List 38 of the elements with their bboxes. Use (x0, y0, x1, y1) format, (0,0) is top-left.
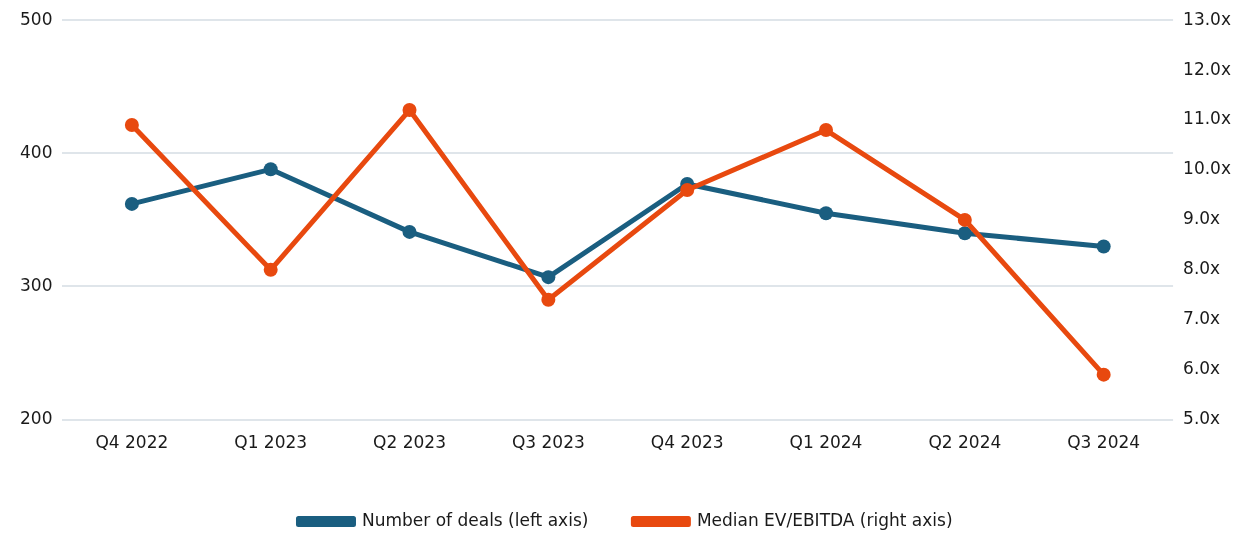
point (819, 206, 834, 221)
point (541, 292, 556, 307)
point (541, 270, 556, 285)
point (819, 123, 834, 138)
y2-tick-label: 5.0x (1183, 408, 1221, 429)
point (263, 262, 278, 277)
y2-tick-label: 10.0x (1183, 158, 1232, 179)
point (1096, 239, 1111, 254)
x-tick-label: Q3 2024 (1067, 432, 1141, 453)
legend-label: Median EV/EBITDA (right axis) (696, 509, 953, 530)
x-tick-label: Q1 2023 (234, 432, 308, 453)
y2-tick-label: 6.0x (1183, 358, 1221, 379)
y-tick-label: 200 (19, 408, 53, 429)
y2-tick-label: 13.0x (1183, 8, 1232, 29)
point (957, 226, 972, 241)
point (402, 103, 417, 118)
point (1096, 367, 1111, 382)
x-tick-label: Q2 2024 (928, 432, 1002, 453)
point (124, 118, 139, 133)
y-tick-label: 500 (19, 8, 53, 29)
y2-tick-label: 9.0x (1183, 208, 1221, 229)
y2-tick-label: 8.0x (1183, 258, 1221, 279)
point (680, 182, 695, 197)
point (124, 196, 139, 211)
x-tick-label: Q2 2023 (373, 432, 446, 453)
y2-tick-label: 11.0x (1183, 108, 1232, 129)
x-tick-label: Q1 2024 (789, 432, 863, 453)
y2-tick-label: 12.0x (1183, 58, 1232, 79)
point (263, 162, 278, 177)
y2-tick-label: 7.0x (1183, 308, 1221, 329)
x-tick-label: Q3 2023 (511, 432, 585, 453)
x-tick-label: Q4 2023 (650, 432, 724, 453)
point (402, 224, 417, 239)
x-tick-label: Q4 2022 (95, 432, 169, 453)
y-tick-label: 300 (19, 274, 53, 295)
y-tick-label: 400 (19, 141, 53, 162)
point (957, 212, 972, 227)
legend-label: Number of deals (left axis) (361, 509, 589, 530)
